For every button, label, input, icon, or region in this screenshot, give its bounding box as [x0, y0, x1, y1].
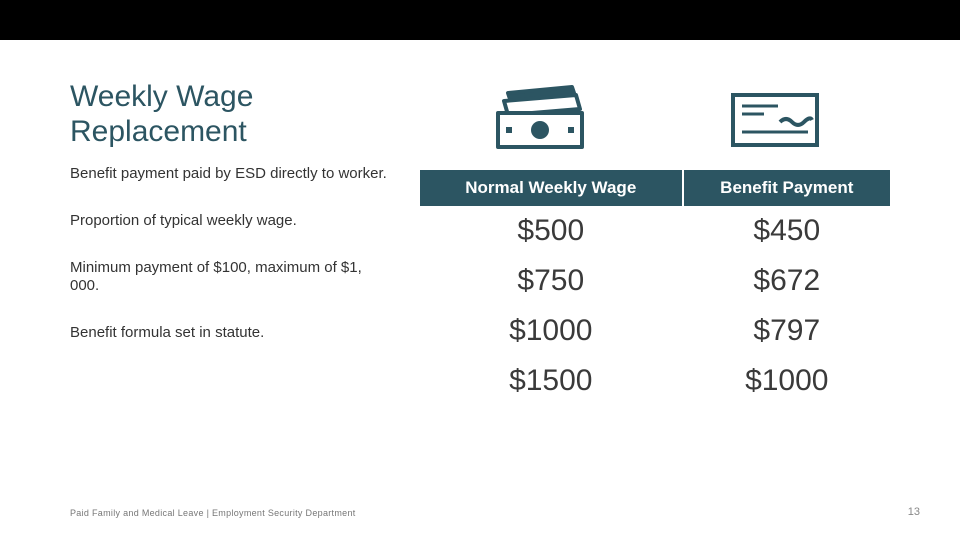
bullet-text: Minimum payment of $100, maximum of $1, …: [70, 259, 390, 297]
bank-check-icon: [730, 92, 820, 148]
table-cell: $750: [420, 256, 683, 306]
table-cell: $1000: [420, 306, 683, 356]
content-area: Weekly Wage Replacement Benefit payment …: [70, 80, 890, 406]
table-row: $1500 $1000: [420, 356, 890, 406]
table-row: $1000 $797: [420, 306, 890, 356]
bullet-text: Benefit payment paid by ESD directly to …: [70, 165, 390, 184]
table-header-cell: Normal Weekly Wage: [420, 170, 683, 206]
table-cell: $1500: [420, 356, 683, 406]
table-header-row: Normal Weekly Wage Benefit Payment: [420, 170, 890, 206]
table-cell: $672: [683, 256, 890, 306]
table-cell: $450: [683, 206, 890, 256]
left-column: Weekly Wage Replacement Benefit payment …: [70, 80, 420, 406]
cash-stack-icon: [490, 85, 590, 155]
right-column: Normal Weekly Wage Benefit Payment $500 …: [420, 80, 890, 406]
bullet-text: Proportion of typical weekly wage.: [70, 212, 390, 231]
top-bar: [0, 0, 960, 40]
icons-row: [420, 80, 890, 160]
table-cell: $500: [420, 206, 683, 256]
footer-text: Paid Family and Medical Leave | Employme…: [70, 508, 356, 518]
table-cell: $1000: [683, 356, 890, 406]
slide: Weekly Wage Replacement Benefit payment …: [0, 0, 960, 540]
bullet-text: Benefit formula set in statute.: [70, 324, 390, 343]
table-row: $750 $672: [420, 256, 890, 306]
table-row: $500 $450: [420, 206, 890, 256]
table-header-cell: Benefit Payment: [683, 170, 890, 206]
wage-benefit-table: Normal Weekly Wage Benefit Payment $500 …: [420, 170, 890, 406]
page-number: 13: [908, 506, 920, 518]
table-cell: $797: [683, 306, 890, 356]
slide-title: Weekly Wage Replacement: [70, 80, 390, 149]
